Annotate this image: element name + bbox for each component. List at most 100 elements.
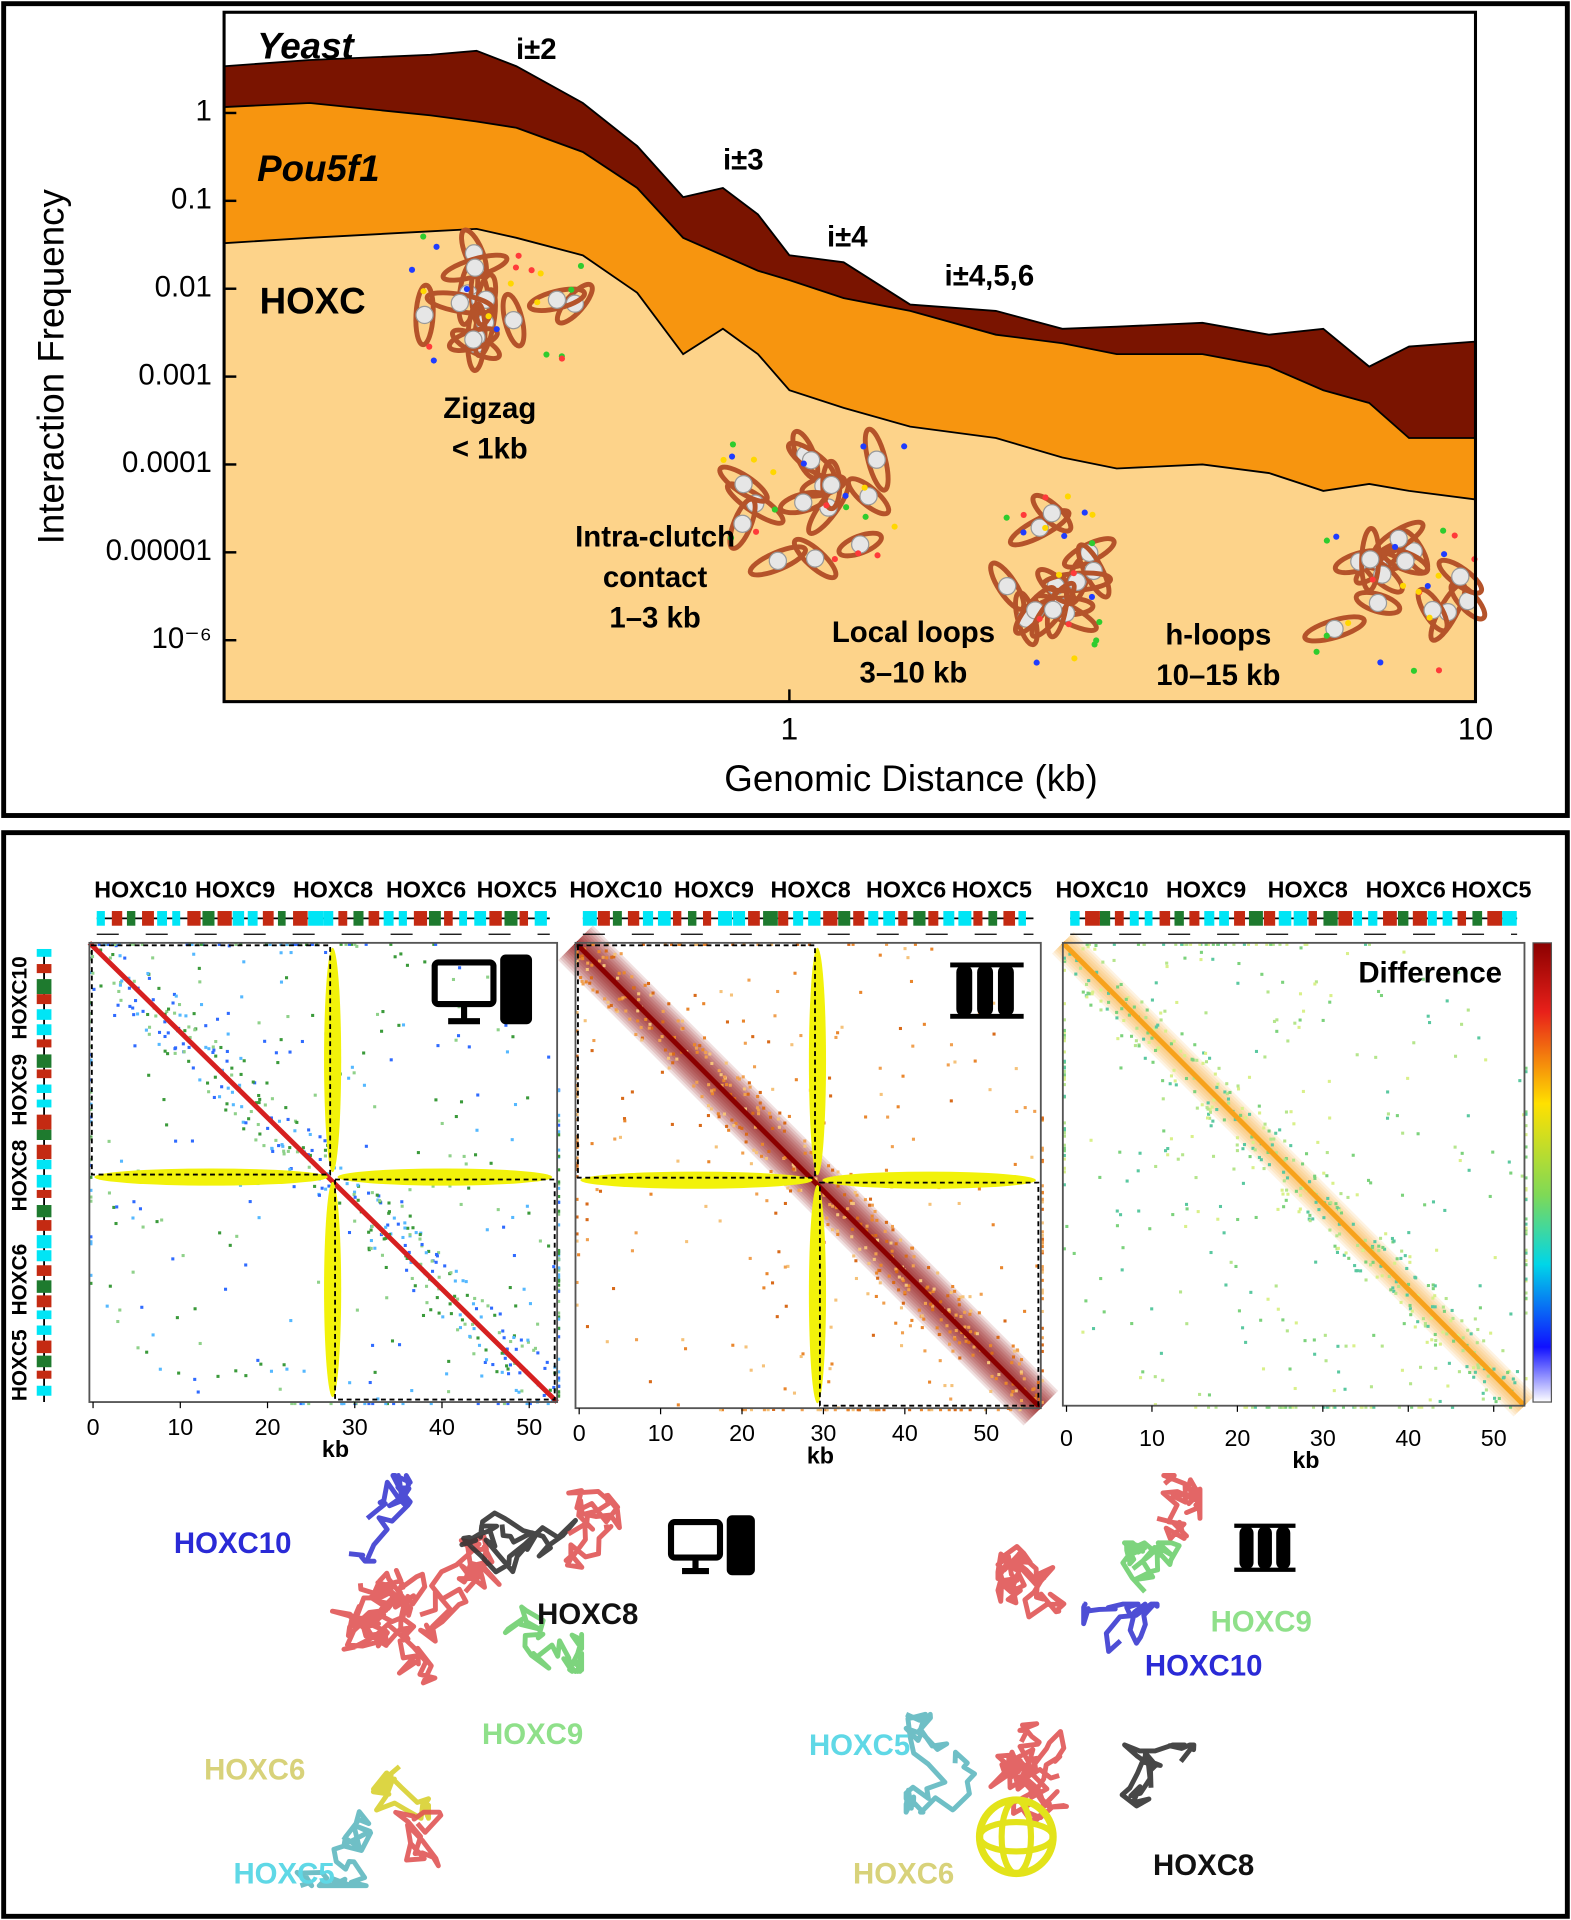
contact-pixel [718, 1408, 722, 1412]
contact-pixel [471, 1322, 475, 1326]
contact-pixel [557, 1275, 561, 1279]
contact-pixel [747, 1081, 751, 1085]
contact-pixel [619, 952, 623, 956]
contact-pixel [473, 1296, 477, 1300]
contact-pixel [1286, 1192, 1290, 1196]
contact-pixel [1311, 1217, 1315, 1221]
contact-pixel [1237, 1309, 1241, 1313]
y-tick-label: 0.01 [155, 270, 212, 303]
gene-track-segment [1174, 911, 1184, 926]
contact-pixel [278, 1387, 282, 1391]
atom [842, 492, 849, 499]
contact-pixel [1383, 1247, 1387, 1251]
contact-pixel [348, 1381, 352, 1385]
gene-track-segment [36, 1310, 52, 1320]
contact-pixel [1367, 942, 1371, 946]
contact-pixel [777, 1250, 781, 1254]
contact-pixel [400, 1200, 404, 1204]
contact-pixel [449, 1312, 453, 1316]
contact-pixel [783, 1155, 787, 1159]
contact-pixel [706, 1114, 710, 1118]
nucleosome [794, 493, 813, 512]
contact-pixel [660, 1070, 664, 1074]
contact-pixel [1040, 1291, 1044, 1295]
contact-pixel [649, 993, 653, 997]
atom [512, 264, 520, 271]
contact-pixel [1119, 982, 1123, 987]
contact-pixel [506, 1402, 510, 1406]
contact-pixel [1284, 1405, 1288, 1409]
atom [420, 233, 427, 240]
contact-pixel [382, 1237, 386, 1241]
contact-pixel [757, 1112, 761, 1116]
contact-pixel [258, 1097, 262, 1101]
atom [1323, 537, 1330, 544]
contact-pixel [1384, 1232, 1388, 1236]
contact-pixel [725, 1124, 729, 1128]
nucleosome [1361, 550, 1380, 569]
contact-pixel [141, 1225, 145, 1229]
contact-pixel [990, 1374, 994, 1378]
contact-pixel [224, 1108, 228, 1112]
contact-pixel [1351, 1153, 1355, 1157]
contact-pixel [1206, 1107, 1210, 1111]
contact-pixel [1040, 1190, 1044, 1194]
gene-track-segment [1338, 911, 1353, 926]
contact-pixel [771, 1126, 775, 1131]
contact-pixel [695, 1050, 699, 1054]
contact-pixel [552, 1385, 556, 1389]
contact-pixel [764, 1157, 768, 1161]
contact-pixel [449, 1271, 453, 1275]
contact-pixel [1116, 985, 1120, 989]
contact-pixel [1036, 1381, 1040, 1385]
structure-label: HOXC8 [537, 1598, 638, 1631]
contact-pixel [390, 1339, 395, 1343]
contact-pixel [1138, 1151, 1142, 1155]
contact-pixel [1208, 1056, 1212, 1060]
contact-pixel [257, 1101, 261, 1105]
gene-track-segment [36, 1250, 52, 1262]
contact-pixel [1267, 1163, 1271, 1167]
contact-pixel [508, 1363, 512, 1367]
contact-pixel [953, 1408, 957, 1412]
contact-pixel [818, 1408, 823, 1412]
contact-pixel [116, 1319, 120, 1324]
highlight [324, 947, 342, 1173]
contact-pixel [282, 1152, 286, 1156]
contact-pixel [1431, 1287, 1435, 1291]
contact-pixel [1183, 1054, 1187, 1058]
contact-pixel [1040, 1249, 1044, 1253]
contact-pixel [1431, 1283, 1435, 1287]
contact-pixel [1275, 1029, 1279, 1033]
contact-pixel [890, 1145, 894, 1149]
contact-pixel [1325, 1405, 1329, 1409]
x-tick-label: 20 [729, 1420, 755, 1446]
contact-pixel [1366, 1178, 1371, 1182]
contact-pixel [485, 1228, 489, 1232]
gene-track-segment [36, 964, 52, 974]
contact-pixel [708, 1052, 712, 1056]
gene-track-segment [36, 1280, 52, 1293]
contact-pixel [162, 1098, 166, 1102]
contact-pixel [1364, 1278, 1368, 1282]
contact-pixel [575, 1156, 579, 1160]
contact-pixel [313, 1093, 317, 1097]
contact-pixel [1062, 1018, 1066, 1022]
colorbar [1532, 942, 1553, 1403]
contact-pixel [931, 1289, 935, 1293]
contact-pixel [575, 1280, 579, 1285]
atom [1435, 667, 1443, 674]
contact-pixel [722, 1079, 726, 1083]
contact-pixel [286, 1149, 290, 1153]
contact-pixel [836, 1213, 840, 1217]
contact-pixel [996, 1408, 1000, 1412]
contact-pixel [89, 970, 93, 974]
contact-pixel [923, 1301, 927, 1305]
contact-pixel [704, 1204, 708, 1208]
atom [1089, 540, 1096, 547]
contact-pixel [447, 1390, 451, 1394]
atom [728, 534, 735, 541]
contact-pixel [1099, 1277, 1103, 1281]
contact-pixel [284, 1106, 288, 1110]
